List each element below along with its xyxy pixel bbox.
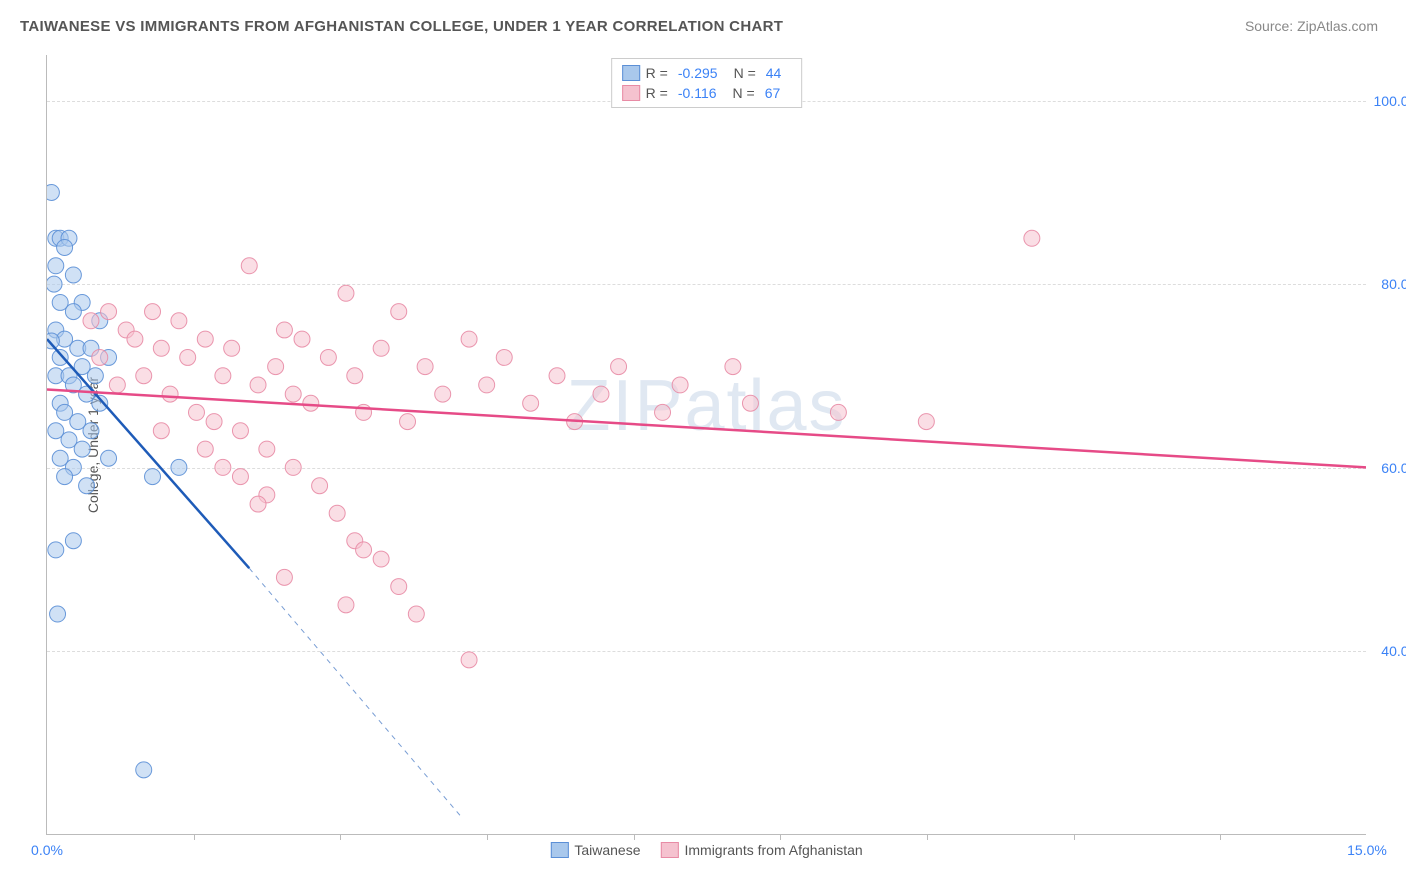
legend-swatch [550,842,568,858]
x-tick-label: 15.0% [1347,842,1387,858]
legend-r-label: R = [646,85,668,101]
x-tick [634,834,635,840]
legend-series-item: Taiwanese [550,842,640,858]
legend-swatch [622,65,640,81]
legend-r-label: R = [646,65,668,81]
y-tick-label: 100.0% [1374,93,1406,109]
legend-stats: R = -0.295 N = 44 R = -0.116 N = 67 [611,58,803,108]
x-tick [194,834,195,840]
x-tick [927,834,928,840]
plot-area: College, Under 1 year ZIPatlas R =-0.295… [46,55,1366,835]
legend-swatch [660,842,678,858]
y-tick-label: 40.0% [1381,643,1406,659]
chart-svg [47,55,1366,834]
legend-r-value: -0.116 [678,85,717,101]
legend-stat-row: R = -0.116 N = 67 [622,83,792,103]
legend-r-value: -0.295 [678,65,718,81]
x-tick [487,834,488,840]
legend-series: Taiwanese Immigrants from Afghanistan [544,842,868,858]
legend-n-value: 67 [765,85,781,101]
y-tick-label: 60.0% [1381,460,1406,476]
y-tick-label: 80.0% [1381,276,1406,292]
legend-n-label: N = [734,65,756,81]
legend-n-label: N = [733,85,755,101]
legend-swatch [622,85,640,101]
legend-series-item: Immigrants from Afghanistan [660,842,862,858]
chart-container: TAIWANESE VS IMMIGRANTS FROM AFGHANISTAN… [0,0,1406,892]
x-tick-label: 0.0% [31,842,63,858]
source-attribution: Source: ZipAtlas.com [1245,18,1378,34]
x-tick [1074,834,1075,840]
x-tick [1220,834,1221,840]
legend-stat-row: R = -0.295 N = 44 [622,63,792,83]
legend-series-label: Immigrants from Afghanistan [684,842,862,858]
x-tick [340,834,341,840]
legend-series-label: Taiwanese [574,842,640,858]
x-tick [780,834,781,840]
chart-title: TAIWANESE VS IMMIGRANTS FROM AFGHANISTAN… [20,18,783,35]
legend-n-value: 44 [766,65,782,81]
